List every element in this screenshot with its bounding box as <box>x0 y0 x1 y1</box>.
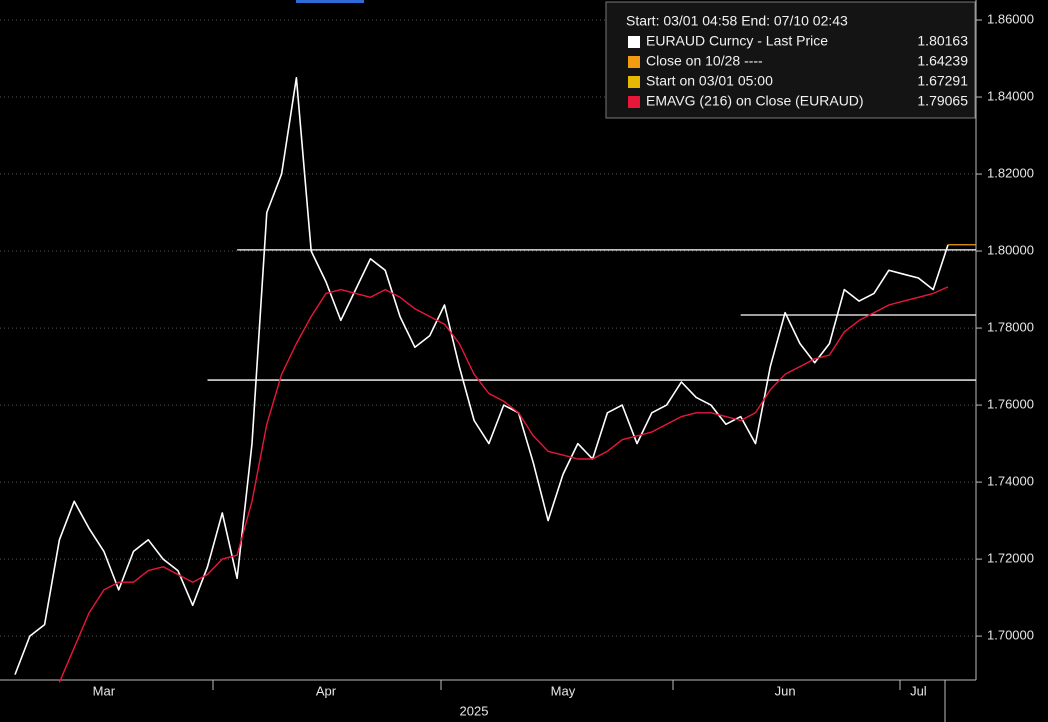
y-tick-label: 1.84000 <box>987 88 1034 103</box>
legend-value: 1.79065 <box>917 93 968 109</box>
legend-swatch <box>628 76 640 88</box>
legend-swatch <box>628 96 640 108</box>
x-tick-label: Mar <box>93 683 116 698</box>
legend-box <box>605 1 976 119</box>
legend-label: EMAVG (216) on Close (EURAUD) <box>646 93 864 109</box>
y-tick-label: 1.72000 <box>987 551 1034 566</box>
legend-value: 1.80163 <box>917 33 968 49</box>
plot: 1.70000 1.72000 1.74000 1.76000 1.78000 1.800… <box>0 11 1034 698</box>
legend-label: Start on 03/01 05:00 <box>646 73 773 89</box>
y-tick-label: 1.74000 <box>987 474 1034 489</box>
x-tick-label: Apr <box>316 683 337 698</box>
y-tick-label: 1.78000 <box>987 320 1034 335</box>
legend-swatch <box>628 56 640 68</box>
legend: Start: 03/01 04:58 End: 07/10 02:43 EURA… <box>605 1 976 119</box>
legend-value: 1.64239 <box>917 53 968 69</box>
month-separators <box>212 680 946 722</box>
y-tick-label: 1.80000 <box>987 242 1034 257</box>
x-tick-label: Jun <box>775 683 796 698</box>
top-marker <box>296 0 364 3</box>
legend-label: Close on 10/28 ---- <box>646 53 763 69</box>
x-tick-label: Jul <box>910 683 927 698</box>
series-line <box>58 286 949 683</box>
x-axis-label: 2025 <box>460 703 489 718</box>
legend-title: Start: 03/01 04:58 End: 07/10 02:43 <box>626 13 848 29</box>
legend-swatch <box>628 36 640 48</box>
y-tick-label: 1.70000 <box>987 628 1034 643</box>
series-line <box>14 77 949 675</box>
legend-label: EURAUD Curncy - Last Price <box>646 33 828 49</box>
legend-value: 1.67291 <box>917 73 968 89</box>
y-tick-label: 1.86000 <box>987 11 1034 26</box>
y-tick-label: 1.76000 <box>987 397 1034 412</box>
y-tick-label: 1.82000 <box>987 165 1034 180</box>
x-tick-label: May <box>551 683 576 698</box>
